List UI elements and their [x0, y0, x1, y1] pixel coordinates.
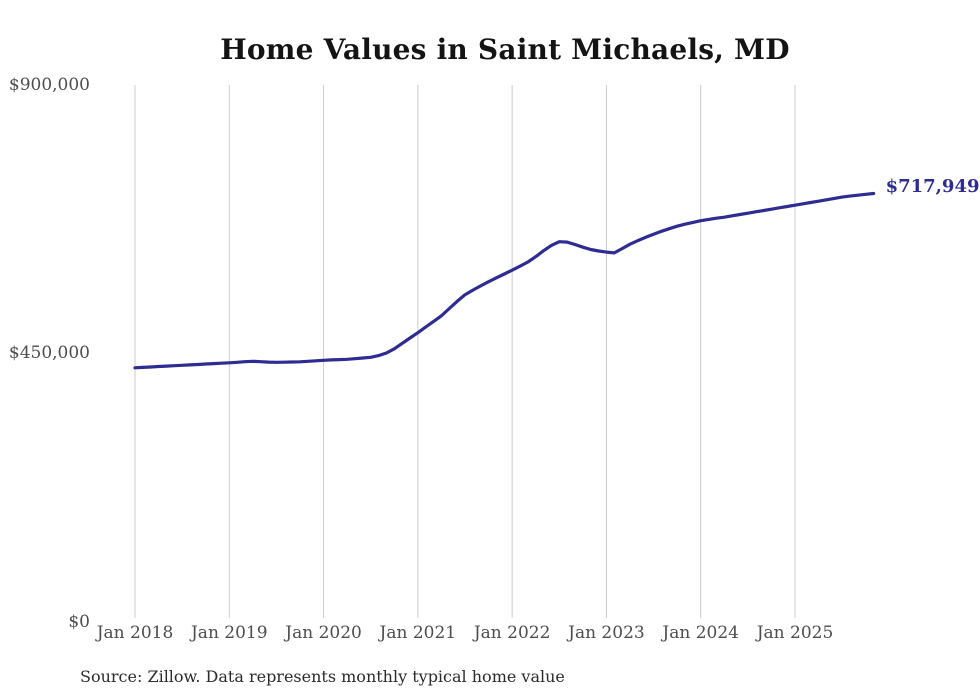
home-value-line	[133, 191, 876, 370]
chart-title: Home Values in Saint Michaels, MD	[220, 33, 790, 66]
x-tick-label: Jan 2020	[285, 623, 362, 643]
y-tick-label: $0	[68, 611, 90, 632]
y-tick-label: $900,000	[8, 75, 90, 95]
latest-value-label: $717,949	[885, 175, 980, 197]
x-tick-label: Jan 2024	[662, 623, 739, 643]
x-tick-label: Jan 2019	[190, 623, 268, 643]
y-tick-label: $450,000	[8, 343, 90, 364]
x-tick-label: Jan 2018	[96, 623, 174, 643]
x-tick-label: Jan 2025	[756, 623, 834, 643]
x-tick-label: Jan 2023	[568, 623, 645, 643]
source-note: Source: Zillow. Data represents monthly …	[80, 667, 565, 686]
x-tick-label: Jan 2022	[473, 623, 551, 643]
x-tick-label: Jan 2021	[379, 623, 457, 643]
